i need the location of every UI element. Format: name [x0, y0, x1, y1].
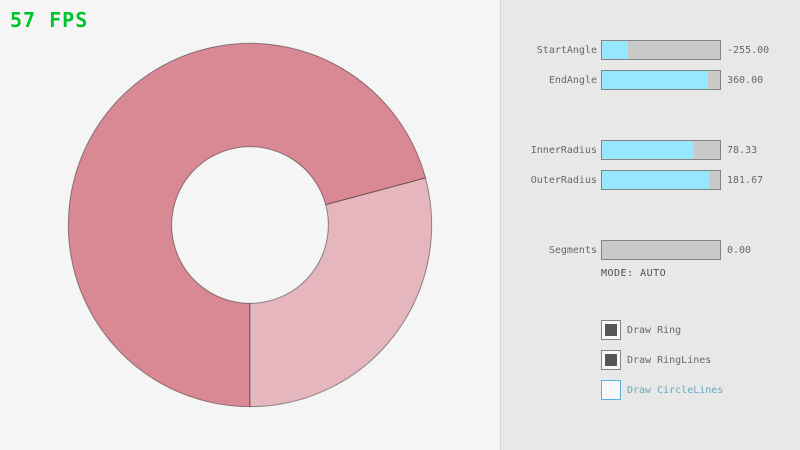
checkbox-draw-circlelines[interactable] — [601, 380, 621, 400]
slider-outerradius[interactable] — [601, 170, 721, 190]
check-mark-icon — [605, 354, 617, 366]
slider-label-segments: Segments — [548, 245, 597, 256]
slider-innerradius[interactable] — [601, 140, 721, 160]
slider-endangle-fill — [602, 71, 709, 89]
mode-label: MODE: AUTO — [601, 268, 667, 279]
ring-sector-overlap — [67, 42, 427, 408]
slider-value-innerradius: 78.33 — [727, 145, 758, 156]
slider-segments[interactable] — [601, 240, 721, 260]
checkbox-label-draw-ringlines: Draw RingLines — [627, 355, 712, 366]
slider-outerradius-fill — [602, 171, 710, 189]
slider-label-endangle: EndAngle — [548, 75, 597, 86]
slider-label-innerradius: InnerRadius — [530, 145, 597, 156]
checkbox-label-draw-circlelines: Draw CircleLines — [627, 385, 724, 396]
slider-value-outerradius: 181.67 — [727, 175, 764, 186]
slider-value-endangle: 360.00 — [727, 75, 764, 86]
checkbox-draw-ring[interactable] — [601, 320, 621, 340]
fps-counter: 57 FPS — [10, 8, 89, 32]
check-mark-icon — [605, 324, 617, 336]
slider-label-startangle: StartAngle — [536, 45, 597, 56]
controls-panel: StartAngle -255.00 EndAngle 360.00 Inner… — [500, 0, 800, 450]
ring-sector-single — [249, 177, 433, 408]
slider-innerradius-fill — [602, 141, 695, 159]
slider-label-outerradius: OuterRadius — [530, 175, 597, 186]
slider-value-segments: 0.00 — [727, 245, 752, 256]
slider-value-startangle: -255.00 — [727, 45, 770, 56]
checkbox-label-draw-ring: Draw Ring — [627, 325, 682, 336]
slider-startangle[interactable] — [601, 40, 721, 60]
slider-startangle-fill — [602, 41, 628, 59]
slider-endangle[interactable] — [601, 70, 721, 90]
checkbox-draw-ringlines[interactable] — [601, 350, 621, 370]
